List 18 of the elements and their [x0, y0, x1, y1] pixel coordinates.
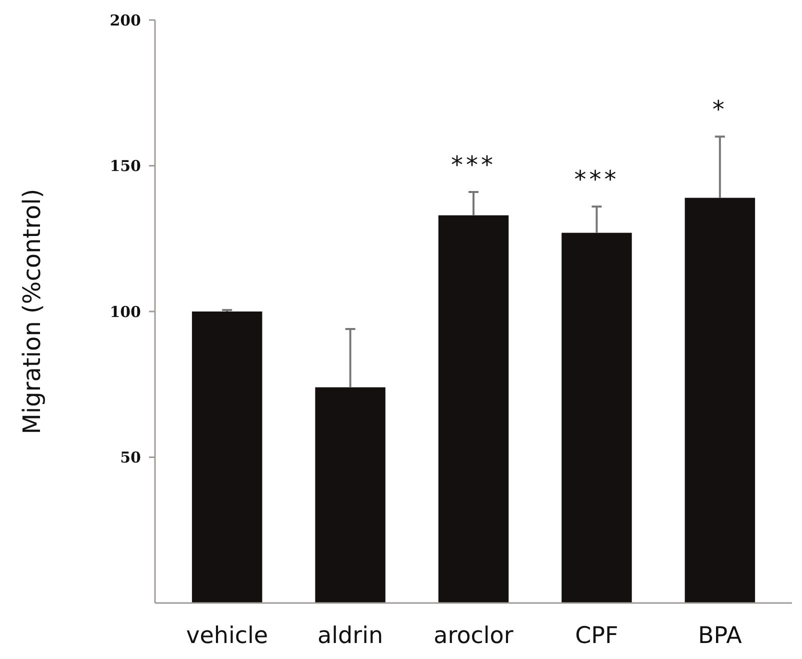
y-tick-label: 200 — [110, 11, 141, 30]
bar — [562, 232, 632, 603]
bar — [192, 312, 262, 603]
y-tick-label: 100 — [110, 302, 141, 321]
x-tick-label: CPF — [575, 623, 618, 649]
bar — [315, 387, 386, 603]
annotation: *** — [451, 150, 496, 179]
annotation: *** — [574, 165, 620, 194]
x-tick-label: BPA — [698, 623, 742, 649]
annotation: * — [712, 95, 728, 124]
bar — [438, 215, 509, 603]
bar — [684, 198, 756, 603]
x-tick-label: aroclor — [434, 623, 514, 649]
x-tick-label: vehicle — [186, 623, 268, 649]
y-axis-title: Migration (%control) — [18, 188, 46, 434]
y-tick-label: 150 — [110, 157, 141, 175]
y-tick-label: 50 — [120, 448, 141, 466]
x-tick-label: aldrin — [318, 623, 384, 649]
